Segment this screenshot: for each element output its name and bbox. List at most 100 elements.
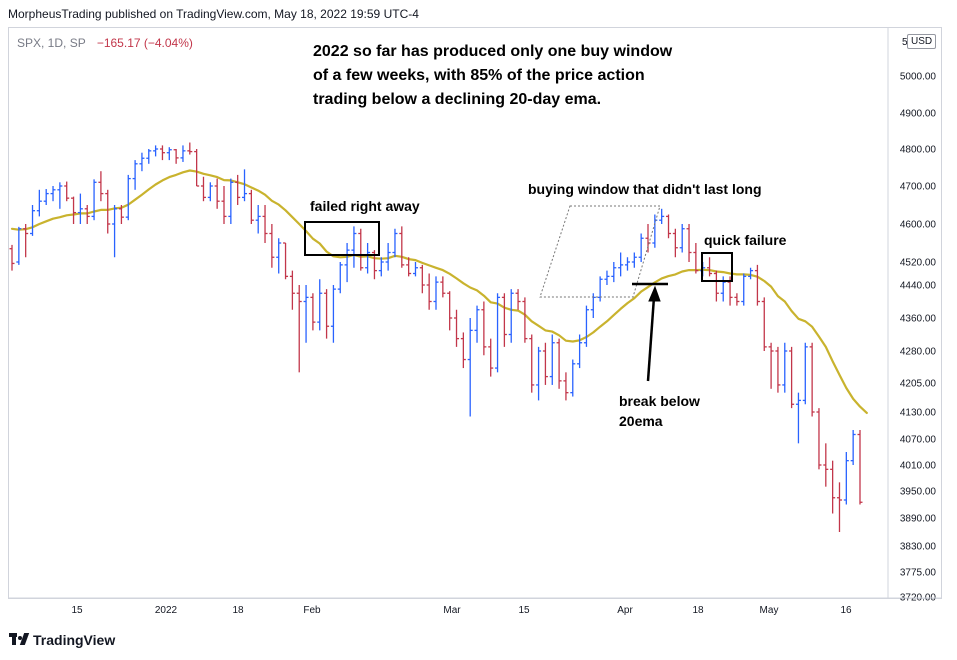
ohlc-bar <box>577 334 583 369</box>
annotation-buying-window: buying window that didn't last long <box>528 181 762 197</box>
ohlc-bar <box>816 408 822 470</box>
price-tick-label: 4360.00 <box>900 314 937 325</box>
ohlc-bar <box>426 273 432 310</box>
note-line-1: 2022 so far has produced only one buy wi… <box>313 43 673 60</box>
ohlc-bar <box>522 297 528 343</box>
ohlc-bar <box>242 169 248 202</box>
time-tick-label: Feb <box>303 605 321 616</box>
annotation-shapes <box>304 205 733 382</box>
ohlc-bar <box>248 189 254 224</box>
price-tick-label: 4800.00 <box>900 145 937 156</box>
time-axis: 15 2022 18 Feb Mar 15 Apr 18 May 16 <box>9 597 942 616</box>
ohlc-bar <box>50 186 56 202</box>
ohlc-bar <box>638 233 644 262</box>
ohlc-bar <box>385 243 391 271</box>
ohlc-bar <box>132 160 138 190</box>
ohlc-bar <box>467 318 473 417</box>
ohlc-bar <box>84 205 90 224</box>
ohlc-bar <box>166 147 172 161</box>
ohlc-bars <box>9 142 863 532</box>
annotation-quick-failure: quick failure <box>704 232 787 248</box>
tradingview-wordmark: TradingView <box>33 632 116 648</box>
headline-note: 2022 so far has produced only one buy wi… <box>313 40 733 112</box>
ohlc-bar <box>125 174 131 221</box>
price-tick-label: 4280.00 <box>900 347 937 358</box>
ohlc-bar <box>392 228 398 258</box>
ohlc-bar <box>296 285 302 373</box>
ohlc-bar <box>672 228 678 258</box>
tradingview-logo[interactable]: TradingView <box>9 632 115 648</box>
ohlc-bar <box>782 342 788 393</box>
ohlc-bar <box>460 332 466 369</box>
ohlc-bar <box>768 342 774 389</box>
break-arrow-head <box>648 285 661 302</box>
ohlc-bar <box>433 276 439 310</box>
ohlc-bar <box>57 182 63 209</box>
ohlc-bar <box>631 252 637 268</box>
ohlc-bar <box>495 293 501 373</box>
ohlc-bar <box>748 267 754 280</box>
currency-badge[interactable]: USD <box>907 34 937 49</box>
ohlc-bar <box>618 252 624 277</box>
ohlc-bar <box>43 189 49 205</box>
ohlc-bar <box>775 346 781 393</box>
ohlc-bar <box>153 145 159 157</box>
ohlc-bar <box>850 430 856 465</box>
failed-box <box>304 221 380 256</box>
ohlc-bar <box>707 257 713 277</box>
quick-failure-box <box>701 252 733 282</box>
ohlc-bar <box>481 301 487 356</box>
symbol-legend: SPX, 1D, SP −165.17 (−4.04%) <box>17 36 193 50</box>
ohlc-bar <box>228 178 234 224</box>
ohlc-bar <box>809 342 815 417</box>
ohlc-bar <box>36 189 42 217</box>
published-caption: MorpheusTrading published on TradingView… <box>8 7 419 21</box>
time-tick-label: 15 <box>518 605 530 616</box>
ema-layer <box>10 169 868 414</box>
ohlc-bar <box>830 460 836 514</box>
ohlc-bar <box>105 189 111 234</box>
ohlc-bar <box>624 257 630 271</box>
ohlc-bar <box>857 430 863 505</box>
ohlc-bar <box>180 145 186 162</box>
symbol-name: SPX, 1D, SP <box>17 36 86 50</box>
ohlc-bar <box>474 305 480 343</box>
ohlc-bar <box>207 182 213 202</box>
annotation-break-below: break below 20ema <box>619 391 700 431</box>
ohlc-bar <box>843 452 849 505</box>
ohlc-bar <box>112 205 118 258</box>
price-tick-label: 3830.00 <box>900 542 937 553</box>
ohlc-bar <box>23 224 29 258</box>
price-tick-label: 4600.00 <box>900 220 937 231</box>
ohlc-bar <box>789 346 795 409</box>
ohlc-bar <box>324 289 330 339</box>
ohlc-bar <box>16 226 22 265</box>
time-tick-label: 2022 <box>155 605 178 616</box>
ohlc-bar <box>488 338 494 377</box>
ohlc-bar <box>693 243 699 274</box>
note-line-3: trading below a declining 20-day ema. <box>313 91 602 108</box>
ohlc-bar <box>536 346 542 401</box>
ohlc-bar <box>337 262 343 294</box>
ohlc-bar <box>200 176 206 202</box>
ohlc-bar <box>269 224 275 268</box>
ema-20-line <box>10 169 868 414</box>
tradingview-icon <box>9 633 30 647</box>
time-tick-label: 18 <box>232 605 244 616</box>
ohlc-bar <box>406 257 412 277</box>
price-tick-label: 4520.00 <box>900 258 937 269</box>
price-tick-label: 3890.00 <box>900 514 937 525</box>
ohlc-bar <box>310 293 316 331</box>
price-tick-label: 5 <box>902 37 908 48</box>
price-tick-label: 4130.00 <box>900 408 937 419</box>
ohlc-bar <box>679 224 685 253</box>
ohlc-bar <box>71 196 77 224</box>
ohlc-bar <box>447 291 453 331</box>
ohlc-bar <box>378 257 384 277</box>
ohlc-bar <box>98 171 104 202</box>
ohlc-bar <box>508 289 514 343</box>
ohlc-bar <box>686 224 692 262</box>
ohlc-bar <box>118 205 124 224</box>
ohlc-bar <box>330 285 336 343</box>
